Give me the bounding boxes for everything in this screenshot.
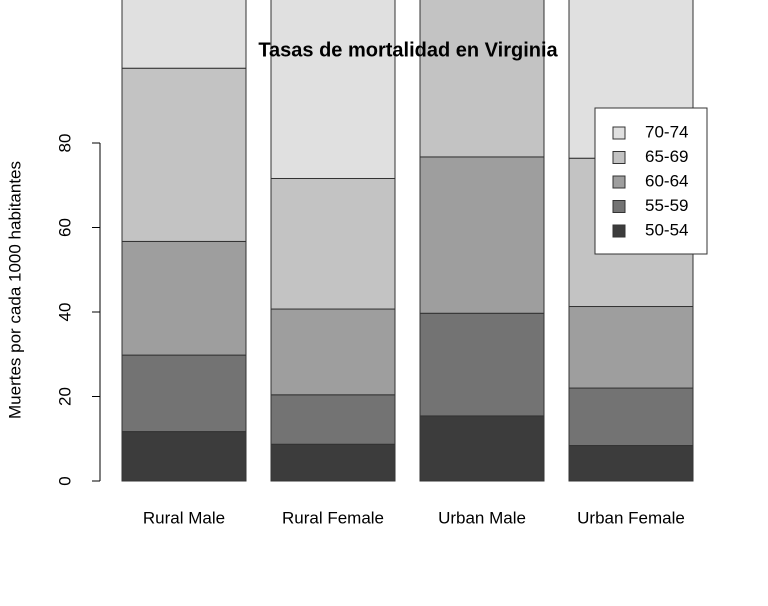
bar-segment xyxy=(121,431,247,482)
bar-segment xyxy=(568,387,694,447)
bar-segment xyxy=(121,67,247,242)
bar-segment xyxy=(270,308,396,396)
bar-segment xyxy=(121,0,247,69)
bar-segment xyxy=(270,0,396,179)
y-tick-label: 80 xyxy=(55,134,74,153)
legend-swatch xyxy=(612,126,626,140)
chart-title: Tasas de mortalidad en Virginia xyxy=(258,39,558,61)
y-tick-label: 0 xyxy=(55,476,74,485)
legend-swatch xyxy=(612,175,626,189)
x-tick-label: Urban Female xyxy=(577,508,685,527)
legend: 50-54 55-59 60-64 65-69 70-74 xyxy=(594,107,708,255)
legend-swatch xyxy=(612,200,626,213)
y-tick-label: 40 xyxy=(55,303,74,322)
legend-swatch xyxy=(612,224,626,238)
legend-label: 65-69 xyxy=(645,147,688,166)
legend-swatch xyxy=(612,151,626,164)
legend-label: 60-64 xyxy=(645,171,688,190)
x-tick-label: Urban Male xyxy=(438,508,526,527)
bar-segment xyxy=(270,177,396,310)
legend-label: 70-74 xyxy=(645,122,688,141)
y-tick-label: 20 xyxy=(55,387,74,406)
bar-segment xyxy=(419,415,545,482)
legend-label: 50-54 xyxy=(645,220,688,239)
bar-segment xyxy=(419,0,545,158)
y-tick-label: 60 xyxy=(55,218,74,237)
legend-label: 55-59 xyxy=(645,196,688,215)
bar-segment xyxy=(568,306,694,389)
x-tick-label: Rural Female xyxy=(282,508,384,527)
bar-segment xyxy=(270,443,396,482)
bar-segment xyxy=(419,312,545,417)
bar-segment xyxy=(419,156,545,314)
bar-segment xyxy=(568,445,694,482)
bar-segment xyxy=(121,354,247,433)
x-tick-label: Rural Male xyxy=(143,508,225,527)
bar-segment xyxy=(270,394,396,445)
y-axis-label: Muertes por cada 1000 habitantes xyxy=(5,161,24,419)
bar-segment xyxy=(121,240,247,356)
